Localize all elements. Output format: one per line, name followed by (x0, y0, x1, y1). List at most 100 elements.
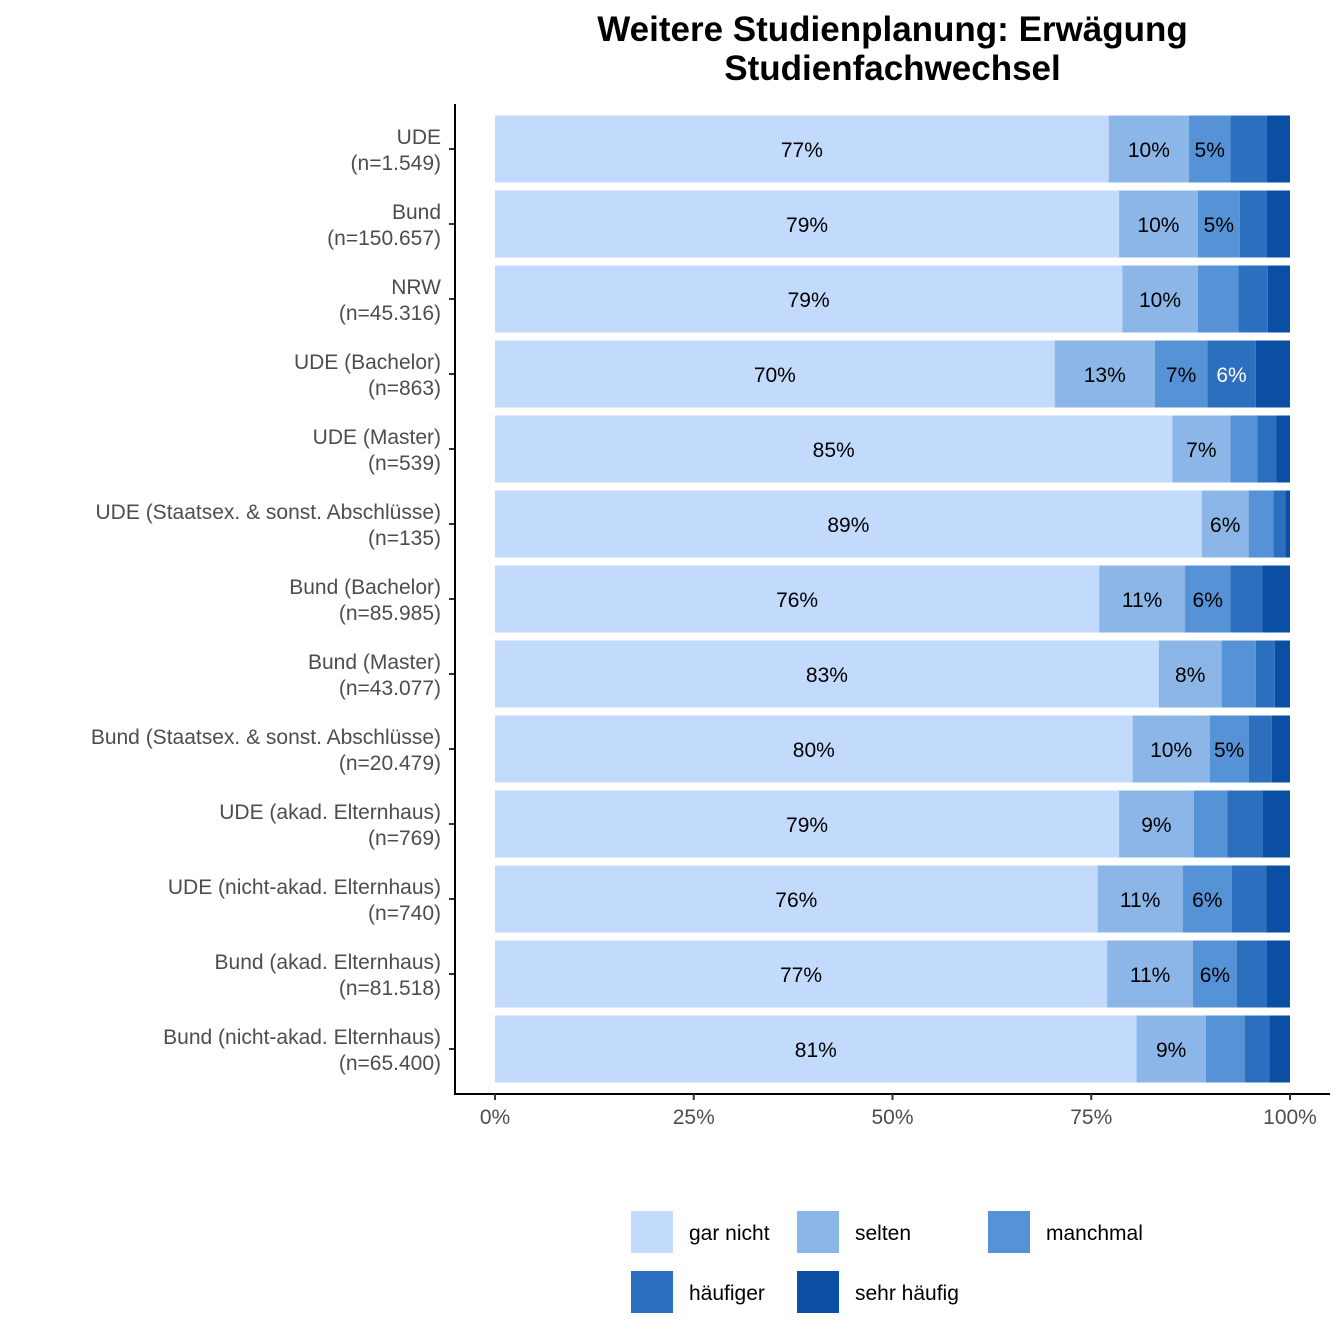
y-tick-label-1-line-2: (n=150.657) (327, 227, 441, 250)
bar-6-1 (1099, 565, 1186, 633)
data-label-0-0: 77% (781, 139, 823, 162)
x-tick-label-1: 25% (673, 1106, 715, 1129)
bar-2-1 (1122, 265, 1198, 333)
data-label-3-2: 7% (1166, 364, 1196, 387)
data-label-10-1: 11% (1120, 889, 1160, 912)
data-label-5-1: 6% (1210, 514, 1240, 537)
y-tick-label-7-line-2: (n=43.077) (339, 677, 441, 700)
bar-5-0 (495, 490, 1202, 558)
y-tick-label-1-line-1: Bund (392, 201, 441, 224)
bar-8-1 (1132, 715, 1210, 783)
data-label-11-2: 6% (1200, 964, 1230, 987)
bar-0-1 (1108, 115, 1190, 183)
bar-2-4 (1267, 265, 1290, 333)
data-label-0-1: 10% (1128, 139, 1170, 162)
legend-swatch-3 (631, 1271, 673, 1313)
data-label-2-1: 10% (1139, 289, 1181, 312)
bar-8-2 (1209, 715, 1249, 783)
bar-2-2 (1197, 265, 1239, 333)
bar-7-2 (1221, 640, 1256, 708)
y-tick-label-5-line-2: (n=135) (368, 527, 441, 550)
y-tick-label-12-line-1: Bund (nicht-akad. Elternhaus) (163, 1026, 441, 1049)
y-tick-label-3-line-1: UDE (Bachelor) (294, 351, 441, 374)
legend-label-3: häufiger (689, 1282, 765, 1305)
data-label-11-0: 77% (780, 964, 822, 987)
bar-4-4 (1276, 415, 1290, 483)
bar-0-4 (1266, 115, 1290, 183)
x-tick-label-2: 50% (871, 1106, 913, 1129)
bar-1-0 (495, 190, 1120, 258)
bar-9-1 (1119, 790, 1194, 858)
data-label-6-2: 6% (1193, 589, 1223, 612)
bar-11-4 (1266, 940, 1290, 1008)
bar-11-0 (495, 940, 1108, 1008)
data-label-7-1: 8% (1175, 664, 1205, 687)
data-label-7-0: 83% (806, 664, 848, 687)
bar-0-2 (1189, 115, 1231, 183)
data-label-10-2: 6% (1192, 889, 1222, 912)
bar-5-4 (1285, 490, 1290, 558)
y-tick-label-9-line-1: UDE (akad. Elternhaus) (219, 801, 441, 824)
bar-12-2 (1205, 1015, 1245, 1083)
bar-11-1 (1107, 940, 1194, 1008)
bar-9-4 (1262, 790, 1290, 858)
data-label-6-1: 11% (1122, 589, 1162, 612)
y-tick-label-8-line-1: Bund (Staatsex. & sonst. Abschlüsse) (91, 726, 441, 749)
bar-10-2 (1182, 865, 1232, 933)
y-tick-label-9-line-2: (n=769) (368, 827, 441, 850)
bar-8-4 (1271, 715, 1290, 783)
data-label-1-2: 5% (1204, 214, 1234, 237)
y-tick-label-0-line-2: (n=1.549) (351, 152, 441, 175)
bar-8-0 (495, 715, 1133, 783)
bar-3-4 (1255, 340, 1290, 408)
bar-6-4 (1262, 565, 1290, 633)
legend-label-2: manchmal (1046, 1222, 1143, 1245)
y-tick-label-6-line-2: (n=85.985) (339, 602, 441, 625)
data-label-0-2: 5% (1195, 139, 1225, 162)
data-label-6-0: 76% (776, 589, 818, 612)
bar-4-1 (1172, 415, 1231, 483)
bar-12-3 (1244, 1015, 1270, 1083)
y-tick-label-11-line-2: (n=81.518) (339, 977, 441, 1000)
bar-5-1 (1201, 490, 1249, 558)
legend-label-1: selten (855, 1222, 911, 1245)
data-label-3-3: 6% (1216, 364, 1246, 387)
bar-4-0 (495, 415, 1173, 483)
y-tick-label-8-line-2: (n=20.479) (339, 752, 441, 775)
legend-swatch-2 (988, 1211, 1030, 1253)
bar-1-4 (1266, 190, 1290, 258)
bar-11-2 (1193, 940, 1237, 1008)
bar-10-0 (495, 865, 1098, 933)
bar-2-0 (495, 265, 1123, 333)
bar-9-2 (1193, 790, 1228, 858)
bar-0-3 (1230, 115, 1267, 183)
bar-0-0 (495, 115, 1109, 183)
bar-2-3 (1238, 265, 1268, 333)
bar-3-3 (1207, 340, 1256, 408)
legend-label-0: gar nicht (689, 1222, 770, 1245)
data-label-3-0: 70% (754, 364, 796, 387)
bar-10-3 (1231, 865, 1267, 933)
x-tick-label-3: 75% (1070, 1106, 1112, 1129)
bar-7-0 (495, 640, 1159, 708)
bar-9-3 (1227, 790, 1263, 858)
bar-1-1 (1119, 190, 1198, 258)
data-label-12-0: 81% (795, 1039, 837, 1062)
y-tick-label-0-line-1: UDE (397, 126, 441, 149)
bar-10-4 (1266, 865, 1290, 933)
bar-7-1 (1158, 640, 1222, 708)
bar-6-2 (1185, 565, 1231, 633)
bar-6-3 (1230, 565, 1263, 633)
data-label-1-1: 10% (1137, 214, 1179, 237)
bar-4-3 (1257, 415, 1277, 483)
bar-10-1 (1097, 865, 1183, 933)
y-tick-label-7-line-1: Bund (Master) (308, 651, 441, 674)
data-label-8-2: 5% (1214, 739, 1244, 762)
bar-7-3 (1255, 640, 1275, 708)
legend-swatch-0 (631, 1211, 673, 1253)
bar-9-0 (495, 790, 1120, 858)
legend-swatch-4 (797, 1271, 839, 1313)
data-label-8-1: 10% (1150, 739, 1192, 762)
bar-5-2 (1248, 490, 1274, 558)
